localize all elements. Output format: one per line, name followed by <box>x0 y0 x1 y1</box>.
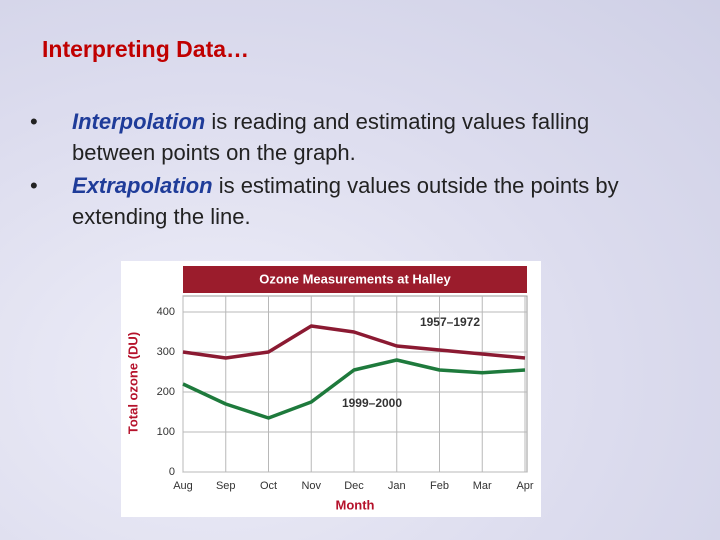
y-tick-label: 0 <box>169 466 175 478</box>
x-tick-label: Oct <box>260 480 277 492</box>
bullet-marker: • <box>30 173 38 198</box>
y-tick-label: 400 <box>157 306 175 318</box>
chart-title-bar <box>183 266 527 293</box>
series-line <box>182 358 526 420</box>
bullet-term: Interpolation <box>72 109 206 134</box>
slide-title: Interpreting Data… <box>42 36 250 62</box>
y-tick-label: 100 <box>157 426 175 438</box>
x-tick-label: Jan <box>388 480 406 492</box>
x-tick-label: Sep <box>216 480 236 492</box>
y-axis-label: Total ozone (DU) <box>125 332 140 434</box>
bullet-text: is reading and estimating values falling… <box>72 109 590 165</box>
y-tick-label: 300 <box>157 346 175 358</box>
series-label: 1957–1972 <box>420 315 480 329</box>
x-tick-label: Feb <box>430 480 449 492</box>
x-tick-label: Nov <box>301 480 321 492</box>
x-axis-label: Month <box>336 497 375 512</box>
bullet: • Interpolation is reading and estimating… <box>30 106 670 168</box>
bullet-term: Extrapolation <box>72 173 213 198</box>
x-tick-label: Mar <box>473 480 492 492</box>
series-label: 1999–2000 <box>342 396 402 410</box>
plot-area <box>182 295 528 473</box>
x-tick-label: Aug <box>173 480 193 492</box>
bullet-text: is estimating values outside the points … <box>72 173 619 229</box>
bullet: • Extrapolation is estimating values outs… <box>30 170 670 232</box>
x-tick-label: Dec <box>344 480 364 492</box>
bullet-list: • Interpolation is reading and estimating… <box>30 106 670 234</box>
y-tick-label: 200 <box>157 386 175 398</box>
x-tick-label: Apr <box>516 480 533 492</box>
chart-title: Ozone Measurements at Halley <box>259 271 451 286</box>
bullet-marker: • <box>30 109 38 134</box>
series-line <box>182 324 526 360</box>
